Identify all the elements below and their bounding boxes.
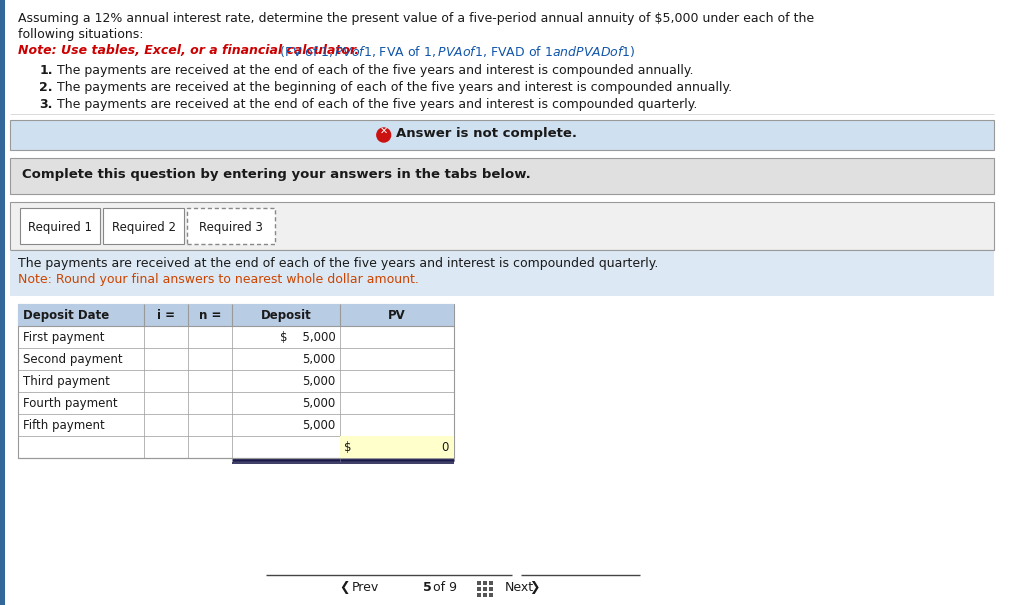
Bar [483,581,487,585]
Text: Prev: Prev [352,581,380,594]
Text: The payments are received at the beginning of each of the five years and interes: The payments are received at the beginni… [57,81,732,94]
Bar [103,208,184,244]
Bar [10,158,993,194]
Circle shape [377,128,390,142]
Text: 2.: 2. [39,81,53,94]
Text: ❯: ❯ [529,581,540,594]
Text: 5,000: 5,000 [302,419,336,432]
Text: Fourth payment: Fourth payment [23,397,118,410]
Text: Required 2: Required 2 [112,221,176,234]
Bar [477,593,481,597]
Text: The payments are received at the end of each of the five years and interest is c: The payments are received at the end of … [57,98,697,111]
Text: Required 1: Required 1 [28,221,92,234]
Text: Deposit Date: Deposit Date [23,309,109,322]
Text: Third payment: Third payment [23,375,110,388]
Bar [489,581,493,585]
Bar [483,593,487,597]
Text: 5,000: 5,000 [302,397,336,410]
Bar [17,304,454,458]
Text: Second payment: Second payment [23,353,122,366]
Text: 1.: 1. [39,64,53,77]
Bar [477,581,481,585]
Text: Deposit: Deposit [261,309,311,322]
Text: Fifth payment: Fifth payment [23,419,104,432]
Text: 3.: 3. [39,98,52,111]
Bar [489,593,493,597]
Text: PV: PV [388,309,406,322]
Text: ❮: ❮ [339,581,350,594]
Text: 5,000: 5,000 [302,353,336,366]
Bar [477,587,481,591]
Text: $    5,000: $ 5,000 [280,331,336,344]
Bar [10,120,993,150]
Text: (FV of $1, PV of $1, FVA of $1, PVA of $1, FVAD of $1 and PVAD of $1): (FV of $1, PV of $1, FVA of $1, PVA of $… [276,44,636,59]
Text: of 9: of 9 [433,581,457,594]
Bar [340,436,454,458]
Text: $: $ [344,441,352,454]
Text: n =: n = [199,309,221,322]
Bar [10,250,993,296]
Bar [489,587,493,591]
Text: The payments are received at the end of each of the five years and interest is c: The payments are received at the end of … [17,257,658,270]
Text: Note: Use tables, Excel, or a financial calculator.: Note: Use tables, Excel, or a financial … [17,44,358,57]
Text: Assuming a 12% annual interest rate, determine the present value of a five-perio: Assuming a 12% annual interest rate, det… [17,12,814,25]
Bar [17,304,454,326]
Text: Required 3: Required 3 [200,221,263,234]
Bar [187,208,275,244]
Bar [483,587,487,591]
Bar [0,0,5,605]
Text: Note: Round your final answers to nearest whole dollar amount.: Note: Round your final answers to neares… [17,273,419,286]
Text: 0: 0 [441,441,449,454]
Text: Next: Next [505,581,534,594]
Text: Answer is not complete.: Answer is not complete. [395,127,577,140]
Bar [19,208,100,244]
Text: following situations:: following situations: [17,28,143,41]
Text: Complete this question by entering your answers in the tabs below.: Complete this question by entering your … [22,168,530,181]
Text: The payments are received at the end of each of the five years and interest is c: The payments are received at the end of … [57,64,693,77]
Text: 5,000: 5,000 [302,375,336,388]
Text: 5: 5 [423,581,432,594]
Text: i =: i = [157,309,175,322]
Text: ✕: ✕ [380,126,388,136]
Bar [10,202,993,250]
Text: First payment: First payment [23,331,104,344]
